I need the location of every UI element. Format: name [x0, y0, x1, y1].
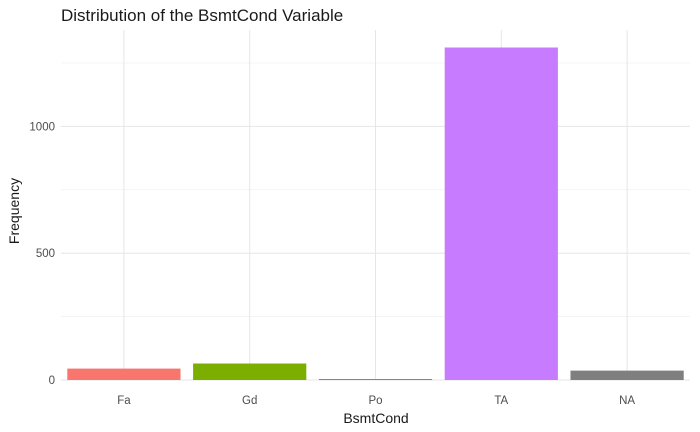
x-tick-labels: Fa Gd Po TA NA [117, 395, 635, 407]
grid-lines [61, 30, 690, 381]
chart-title: Distribution of the BsmtCond Variable [61, 6, 344, 25]
bar-po [318, 379, 433, 380]
x-tick-label: Gd [242, 395, 257, 407]
bar-ta [444, 47, 558, 380]
bar-fa [67, 368, 181, 380]
y-axis-title: Frequency [6, 178, 22, 244]
y-tick-label: 0 [49, 375, 55, 387]
x-tick-label: TA [494, 395, 508, 407]
x-tick-label: Po [368, 395, 382, 407]
y-tick-labels: 0 500 1000 [29, 121, 55, 387]
x-axis-title: BsmtCond [343, 410, 408, 426]
y-tick-label: 1000 [29, 121, 55, 133]
y-tick-label: 500 [36, 248, 55, 260]
bar-gd [193, 363, 307, 380]
x-tick-label: Fa [117, 395, 131, 407]
x-tick-label: NA [619, 395, 635, 407]
bars [67, 47, 684, 380]
bar-na [570, 370, 684, 380]
